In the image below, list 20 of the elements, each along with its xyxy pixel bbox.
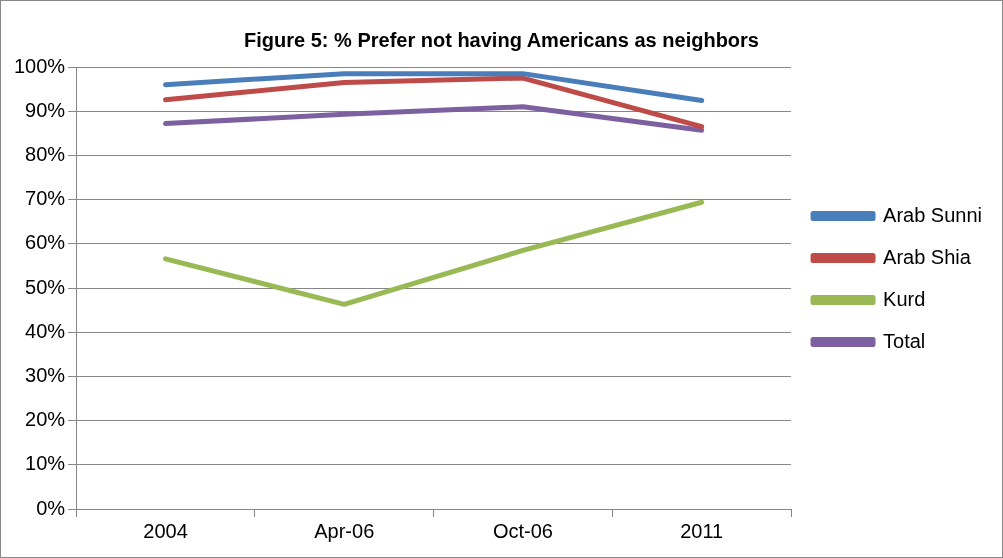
y-tick-label: 50% [25, 275, 66, 298]
legend-label: Total [883, 329, 926, 352]
x-tick-label: 2004 [143, 519, 188, 542]
y-tick-label: 40% [25, 319, 66, 342]
y-tick-label: 90% [25, 98, 66, 121]
x-tick-label: Oct-06 [492, 519, 553, 542]
x-tick-label: 2011 [680, 519, 724, 542]
y-tick-label: 70% [25, 187, 66, 210]
legend-label: Kurd [883, 287, 926, 310]
legend-label: Arab Sunni [883, 203, 983, 226]
y-tick-label: 60% [25, 231, 66, 254]
chart-title: Figure 5: % Prefer not having Americans as neighbors [244, 28, 759, 51]
y-tick-label: 80% [25, 142, 66, 165]
y-tick-label: 0% [36, 496, 66, 519]
y-tick-label: 10% [25, 452, 66, 475]
y-tick-label: 30% [25, 363, 66, 386]
y-tick-label: 20% [25, 408, 66, 431]
x-tick-label: Apr-06 [314, 519, 375, 542]
legend-label: Arab Shia [883, 245, 972, 268]
y-tick-label: 100% [14, 54, 66, 77]
